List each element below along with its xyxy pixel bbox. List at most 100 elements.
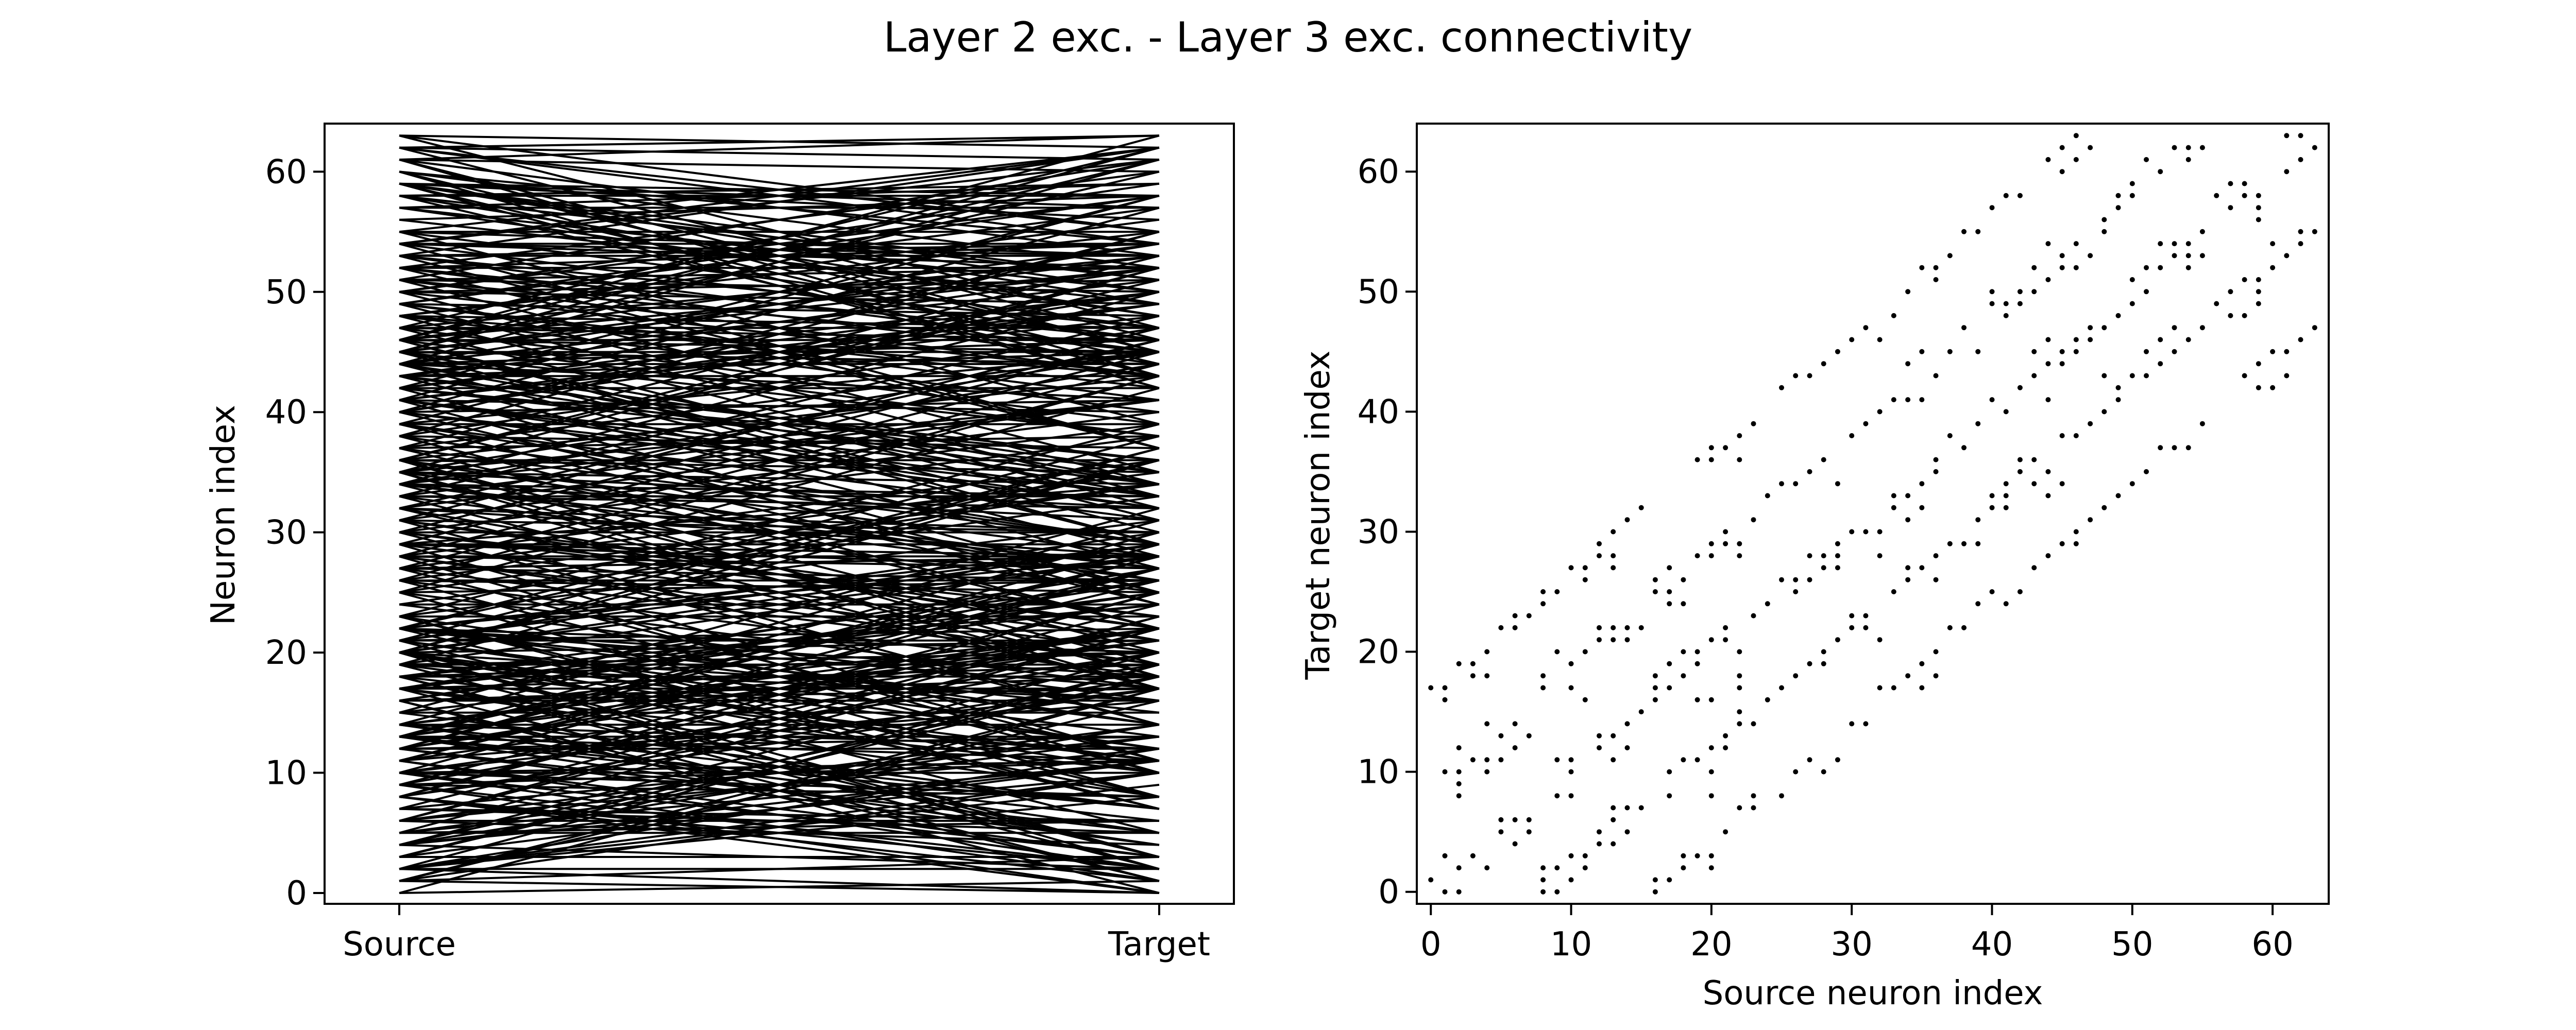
scatter-point xyxy=(1526,817,1532,822)
scatter-point xyxy=(1526,829,1532,835)
scatter-point xyxy=(1919,397,1925,403)
scatter-point xyxy=(1708,745,1714,750)
connection-line xyxy=(399,868,1160,894)
scatter-point xyxy=(2185,157,2191,162)
scatter-point xyxy=(1989,589,1995,594)
scatter-point xyxy=(2256,193,2261,198)
scatter-point xyxy=(2073,349,2079,354)
scatter-point xyxy=(1933,457,1939,462)
connection-line xyxy=(399,447,1160,630)
connection-line xyxy=(399,796,1160,894)
scatter-point xyxy=(1652,889,1658,895)
scatter-point xyxy=(1512,613,1518,619)
scatter-point xyxy=(1597,553,1602,559)
x-tick-label: 40 xyxy=(1971,925,2013,964)
scatter-point xyxy=(2059,361,2065,367)
scatter-point xyxy=(2298,133,2303,139)
connection-line xyxy=(399,483,1160,570)
scatter-point xyxy=(1611,733,1616,739)
scatter-point xyxy=(1933,553,1939,559)
scatter-point xyxy=(1807,553,1812,559)
scatter-point xyxy=(2073,265,2079,270)
right-y-axis-label: Target neuron index xyxy=(1299,351,1337,680)
scatter-point xyxy=(2017,469,2023,474)
connection-line xyxy=(399,134,1160,329)
connection-line xyxy=(399,651,1160,798)
scatter-point xyxy=(2172,445,2177,451)
scatter-point xyxy=(2270,265,2276,270)
scatter-point xyxy=(1681,601,1686,607)
scatter-point xyxy=(1611,565,1616,571)
scatter-point xyxy=(2031,373,2037,379)
scatter-point xyxy=(2031,457,2037,462)
scatter-point xyxy=(2199,229,2205,234)
y-tick-label: 10 xyxy=(265,754,307,793)
scatter-point xyxy=(1737,673,1742,679)
scatter-point xyxy=(1947,253,1953,259)
scatter-point xyxy=(1863,613,1869,619)
scatter-point xyxy=(2059,541,2065,546)
scatter-point xyxy=(1470,853,1476,859)
scatter-point xyxy=(1737,649,1742,655)
scatter-point xyxy=(1611,637,1616,643)
scatter-point xyxy=(1442,853,1448,859)
scatter-point xyxy=(2115,397,2121,403)
scatter-point xyxy=(2017,589,2023,594)
scatter-point xyxy=(1779,385,1784,390)
scatter-point xyxy=(1737,553,1742,559)
scatter-point xyxy=(1737,721,1742,727)
connection-line xyxy=(399,363,1160,558)
scatter-point xyxy=(2073,337,2079,342)
left-y-axis-label: Neuron index xyxy=(205,405,243,625)
scatter-point xyxy=(1694,553,1700,559)
connection-line xyxy=(399,315,1160,509)
connection-line xyxy=(399,159,1160,353)
scatter-point xyxy=(2256,217,2261,222)
x-tick-label: 0 xyxy=(1420,925,1442,964)
connection-line xyxy=(399,699,1160,894)
scatter-point xyxy=(1694,457,1700,462)
scatter-point xyxy=(1568,877,1574,883)
scatter-point xyxy=(2228,313,2233,318)
connection-line xyxy=(399,146,1160,245)
connection-line xyxy=(399,615,1160,726)
scatter-point xyxy=(2256,361,2261,367)
scatter-point xyxy=(2129,301,2135,306)
scatter-point xyxy=(1582,865,1588,871)
scatter-point xyxy=(1442,769,1448,775)
scatter-point xyxy=(1961,445,1967,451)
scatter-point xyxy=(1877,685,1883,691)
scatter-point xyxy=(2031,349,2037,354)
scatter-point xyxy=(1428,877,1434,883)
scatter-point xyxy=(1835,541,1840,546)
scatter-point xyxy=(1835,481,1840,487)
y-tick-label: 40 xyxy=(1358,393,1399,431)
scatter-point xyxy=(2045,157,2051,162)
connection-line xyxy=(399,243,1160,450)
scatter-point xyxy=(2115,313,2121,318)
scatter-point xyxy=(2003,313,2009,318)
scatter-point xyxy=(1877,337,1883,342)
connection-line xyxy=(399,519,1160,726)
connection-line xyxy=(399,567,1160,666)
connection-line xyxy=(399,375,1160,570)
scatter-point xyxy=(1554,793,1560,799)
y-tick-label: 50 xyxy=(1358,273,1399,311)
connection-line xyxy=(399,459,1160,558)
scatter-point xyxy=(2312,325,2317,331)
connection-line xyxy=(399,447,1160,545)
scatter-point xyxy=(1582,577,1588,582)
scatter-point xyxy=(1667,793,1672,799)
scatter-point xyxy=(1737,541,1742,546)
scatter-point xyxy=(2017,385,2023,390)
scatter-point xyxy=(1723,829,1728,835)
scatter-point xyxy=(2185,253,2191,259)
scatter-point xyxy=(1793,673,1799,679)
right-axes-frame xyxy=(1416,123,2330,905)
left-x-ticks: Source Target xyxy=(343,904,1210,964)
scatter-point xyxy=(1793,373,1799,379)
scatter-point xyxy=(2129,181,2135,186)
connection-line xyxy=(399,159,1160,377)
connection-line xyxy=(399,651,1160,870)
x-tick-label: Target xyxy=(1108,925,1210,964)
